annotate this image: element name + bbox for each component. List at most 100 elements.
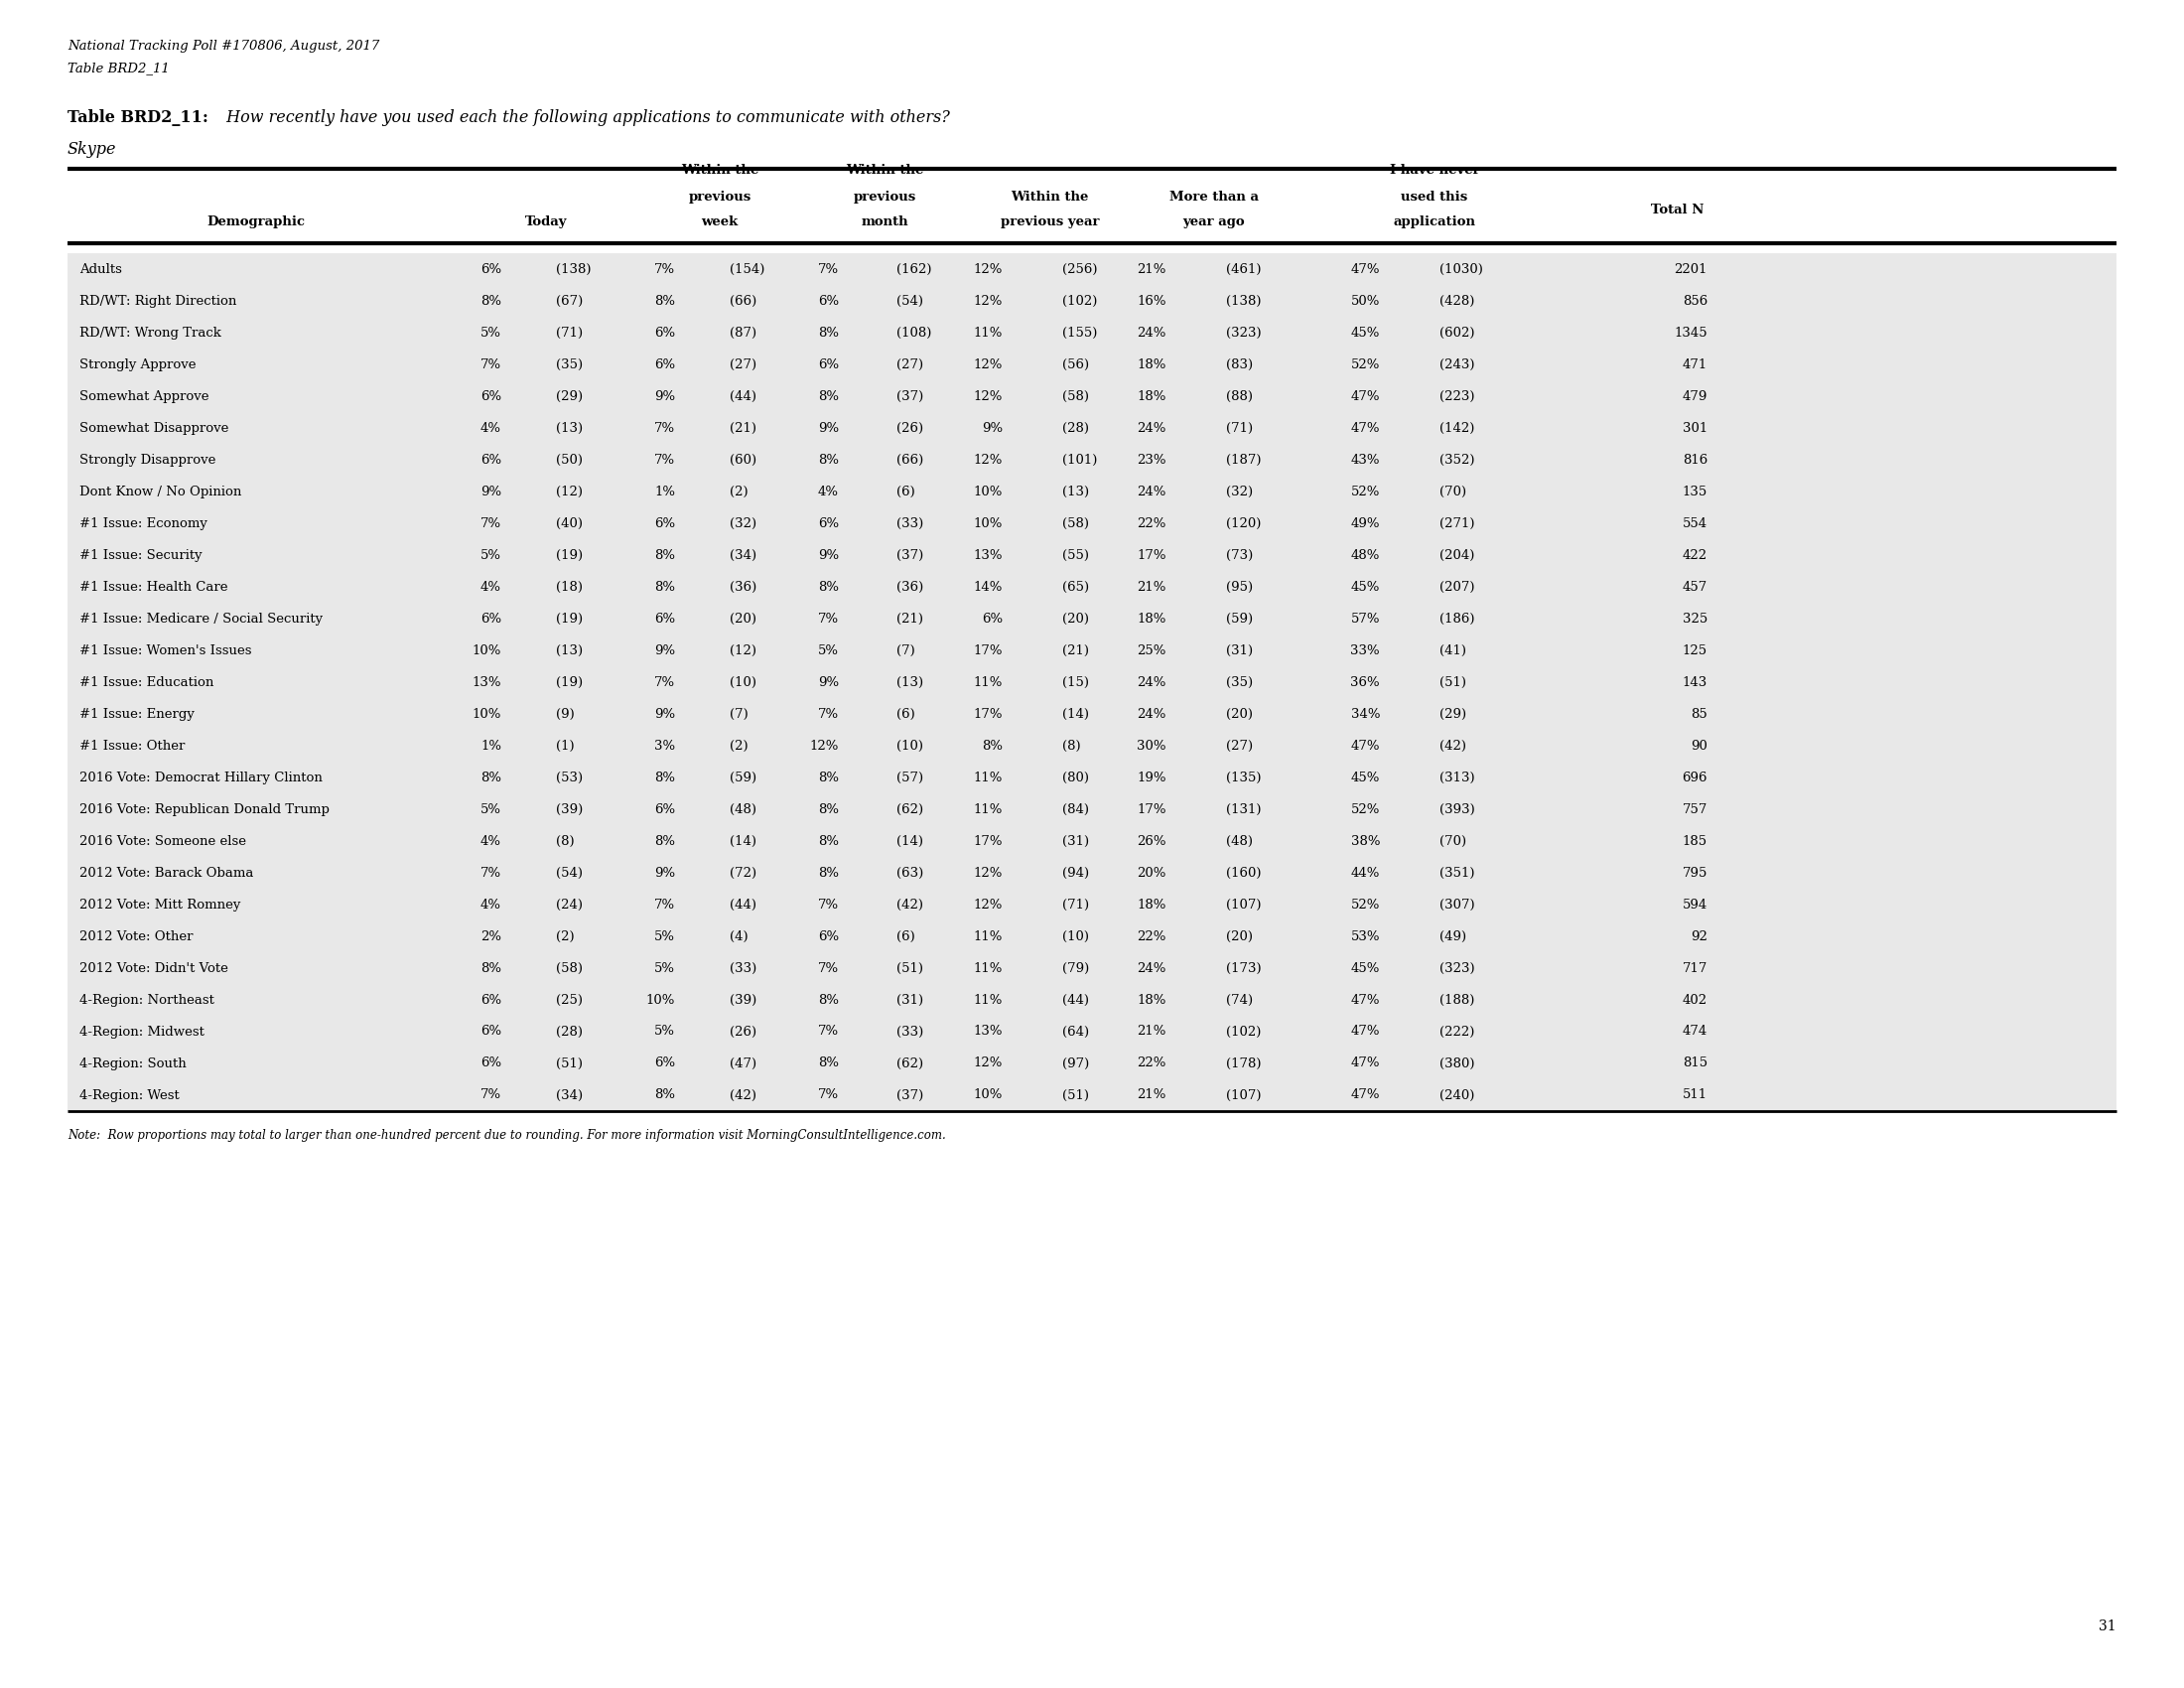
Text: (40): (40) xyxy=(557,517,583,530)
Text: 2012 Vote: Didn't Vote: 2012 Vote: Didn't Vote xyxy=(79,962,227,974)
Text: (7): (7) xyxy=(895,643,915,657)
Text: (102): (102) xyxy=(1225,1025,1260,1038)
Text: 14%: 14% xyxy=(974,581,1002,592)
Text: Within the: Within the xyxy=(845,164,924,177)
Text: (51): (51) xyxy=(895,962,924,974)
Text: 36%: 36% xyxy=(1350,675,1380,689)
Text: #1 Issue: Economy: #1 Issue: Economy xyxy=(79,517,207,530)
Text: (64): (64) xyxy=(1061,1025,1090,1038)
Text: (39): (39) xyxy=(729,994,756,1006)
Text: (155): (155) xyxy=(1061,326,1096,339)
Text: Somewhat Disapprove: Somewhat Disapprove xyxy=(79,422,229,434)
Text: 10%: 10% xyxy=(646,994,675,1006)
Text: 8%: 8% xyxy=(480,294,502,307)
Text: 17%: 17% xyxy=(1138,803,1166,815)
Text: 6%: 6% xyxy=(817,517,839,530)
Text: 757: 757 xyxy=(1682,803,1708,815)
Text: 11%: 11% xyxy=(974,771,1002,783)
Text: 52%: 52% xyxy=(1350,358,1380,371)
Text: 856: 856 xyxy=(1682,294,1708,307)
Text: (39): (39) xyxy=(557,803,583,815)
Text: 19%: 19% xyxy=(1138,771,1166,783)
Text: (35): (35) xyxy=(557,358,583,371)
Text: 7%: 7% xyxy=(653,898,675,912)
Text: (27): (27) xyxy=(729,358,756,371)
Text: 16%: 16% xyxy=(1138,294,1166,307)
Text: (31): (31) xyxy=(1061,834,1090,847)
Text: (142): (142) xyxy=(1439,422,1474,434)
Text: (36): (36) xyxy=(895,581,924,592)
Text: (36): (36) xyxy=(729,581,756,592)
Text: 9%: 9% xyxy=(981,422,1002,434)
Text: 24%: 24% xyxy=(1138,484,1166,498)
Text: (13): (13) xyxy=(557,643,583,657)
Text: 5%: 5% xyxy=(480,549,502,562)
Text: (18): (18) xyxy=(557,581,583,592)
Text: (13): (13) xyxy=(895,675,924,689)
Text: 7%: 7% xyxy=(480,866,502,879)
Text: 6%: 6% xyxy=(653,358,675,371)
Text: (33): (33) xyxy=(895,1025,924,1038)
Text: 7%: 7% xyxy=(653,454,675,466)
Text: (4): (4) xyxy=(729,930,749,944)
Text: (2): (2) xyxy=(729,484,749,498)
Text: (20): (20) xyxy=(729,613,756,625)
Text: (240): (240) xyxy=(1439,1089,1474,1102)
Text: 47%: 47% xyxy=(1350,1089,1380,1102)
Text: 53%: 53% xyxy=(1350,930,1380,944)
Text: 10%: 10% xyxy=(974,484,1002,498)
Text: (48): (48) xyxy=(729,803,756,815)
Text: 554: 554 xyxy=(1682,517,1708,530)
Text: 11%: 11% xyxy=(974,930,1002,944)
Text: (428): (428) xyxy=(1439,294,1474,307)
Text: (323): (323) xyxy=(1439,962,1474,974)
Text: (72): (72) xyxy=(729,866,756,879)
Text: 24%: 24% xyxy=(1138,707,1166,721)
Text: 8%: 8% xyxy=(655,549,675,562)
Text: 52%: 52% xyxy=(1350,484,1380,498)
Text: RD/WT: Wrong Track: RD/WT: Wrong Track xyxy=(79,326,221,339)
Text: 8%: 8% xyxy=(819,1057,839,1070)
Text: year ago: year ago xyxy=(1182,216,1245,228)
Text: 3%: 3% xyxy=(653,739,675,753)
Text: (13): (13) xyxy=(1061,484,1090,498)
Text: 594: 594 xyxy=(1682,898,1708,912)
Text: (53): (53) xyxy=(557,771,583,783)
Text: (187): (187) xyxy=(1225,454,1262,466)
Text: (352): (352) xyxy=(1439,454,1474,466)
Text: (207): (207) xyxy=(1439,581,1474,592)
Text: 2012 Vote: Barack Obama: 2012 Vote: Barack Obama xyxy=(79,866,253,879)
Text: (28): (28) xyxy=(1061,422,1090,434)
Text: 21%: 21% xyxy=(1138,1089,1166,1102)
Text: previous: previous xyxy=(688,191,751,204)
Text: Total N: Total N xyxy=(1651,204,1704,216)
Text: #1 Issue: Other: #1 Issue: Other xyxy=(79,739,186,753)
Text: 20%: 20% xyxy=(1138,866,1166,879)
Text: (65): (65) xyxy=(1061,581,1090,592)
Text: (7): (7) xyxy=(729,707,749,721)
Text: (380): (380) xyxy=(1439,1057,1474,1070)
Text: 4-Region: South: 4-Region: South xyxy=(79,1057,186,1070)
Text: (51): (51) xyxy=(1061,1089,1090,1102)
Text: 5%: 5% xyxy=(480,326,502,339)
Text: (37): (37) xyxy=(895,549,924,562)
Text: 48%: 48% xyxy=(1350,549,1380,562)
Text: 5%: 5% xyxy=(655,930,675,944)
Text: (1030): (1030) xyxy=(1439,263,1483,275)
Text: 717: 717 xyxy=(1682,962,1708,974)
Text: 795: 795 xyxy=(1682,866,1708,879)
Text: 8%: 8% xyxy=(655,581,675,592)
Text: 816: 816 xyxy=(1682,454,1708,466)
Text: 5%: 5% xyxy=(480,803,502,815)
Text: (21): (21) xyxy=(895,613,924,625)
Text: Dont Know / No Opinion: Dont Know / No Opinion xyxy=(79,484,242,498)
Text: (461): (461) xyxy=(1225,263,1262,275)
Text: 8%: 8% xyxy=(819,326,839,339)
Text: 7%: 7% xyxy=(817,263,839,275)
Text: 34%: 34% xyxy=(1350,707,1380,721)
Text: (27): (27) xyxy=(1225,739,1254,753)
Text: (33): (33) xyxy=(729,962,756,974)
Text: (32): (32) xyxy=(729,517,756,530)
Text: National Tracking Poll #170806, August, 2017: National Tracking Poll #170806, August, … xyxy=(68,41,380,52)
Text: 22%: 22% xyxy=(1138,930,1166,944)
